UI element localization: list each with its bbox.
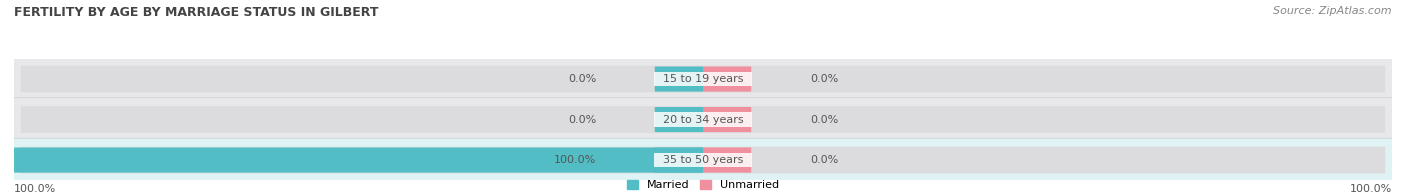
FancyBboxPatch shape	[21, 66, 1385, 93]
Text: 0.0%: 0.0%	[810, 74, 838, 84]
Text: 0.0%: 0.0%	[810, 155, 838, 165]
FancyBboxPatch shape	[703, 66, 751, 92]
Text: 100.0%: 100.0%	[554, 155, 596, 165]
FancyBboxPatch shape	[0, 57, 1406, 101]
Text: 15 to 19 years: 15 to 19 years	[655, 74, 751, 84]
Text: 100.0%: 100.0%	[14, 184, 56, 194]
Text: 0.0%: 0.0%	[568, 114, 596, 125]
FancyBboxPatch shape	[21, 147, 1385, 173]
FancyBboxPatch shape	[655, 107, 703, 132]
FancyBboxPatch shape	[0, 138, 1406, 182]
FancyBboxPatch shape	[703, 148, 751, 173]
Text: 100.0%: 100.0%	[1350, 184, 1392, 194]
FancyBboxPatch shape	[703, 107, 751, 132]
Text: FERTILITY BY AGE BY MARRIAGE STATUS IN GILBERT: FERTILITY BY AGE BY MARRIAGE STATUS IN G…	[14, 6, 378, 19]
Text: 20 to 34 years: 20 to 34 years	[655, 114, 751, 125]
FancyBboxPatch shape	[655, 148, 703, 173]
FancyBboxPatch shape	[0, 98, 1406, 142]
Text: 35 to 50 years: 35 to 50 years	[655, 155, 751, 165]
FancyBboxPatch shape	[655, 66, 703, 92]
Legend: Married, Unmarried: Married, Unmarried	[627, 180, 779, 191]
FancyBboxPatch shape	[21, 106, 1385, 133]
Text: 0.0%: 0.0%	[568, 74, 596, 84]
Text: 0.0%: 0.0%	[810, 114, 838, 125]
Text: Source: ZipAtlas.com: Source: ZipAtlas.com	[1274, 6, 1392, 16]
FancyBboxPatch shape	[14, 148, 703, 173]
